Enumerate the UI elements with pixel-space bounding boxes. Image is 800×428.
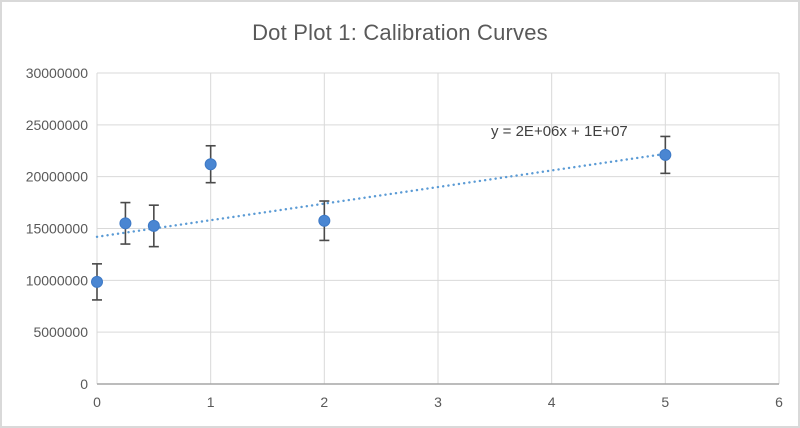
- x-axis-tick-label: 5: [661, 394, 669, 410]
- trendline: [95, 152, 667, 238]
- y-axis-tick-label: 5000000: [33, 324, 88, 340]
- data-point[interactable]: [659, 148, 672, 161]
- data-point[interactable]: [204, 158, 217, 171]
- data-point[interactable]: [119, 217, 132, 230]
- data-point[interactable]: [147, 219, 160, 232]
- y-axis-tick-label: 0: [80, 376, 88, 392]
- x-axis-tick-label: 6: [775, 394, 783, 410]
- y-axis-tick-label: 20000000: [26, 169, 89, 185]
- data-point[interactable]: [91, 275, 103, 288]
- y-axis-tick-label: 30000000: [26, 65, 89, 81]
- data-point[interactable]: [318, 214, 331, 227]
- x-axis-tick-label: 4: [548, 394, 556, 410]
- trendline-equation: y = 2E+06x + 1E+07: [491, 123, 628, 140]
- y-axis-tick-label: 25000000: [26, 117, 89, 133]
- y-axis-tick-label: 10000000: [26, 272, 89, 288]
- x-axis-tick-label: 0: [93, 394, 101, 410]
- x-axis-tick-label: 2: [320, 394, 328, 410]
- x-axis-tick-label: 3: [434, 394, 442, 410]
- y-axis-tick-label: 15000000: [26, 221, 89, 237]
- chart-title: Dot Plot 1: Calibration Curves: [252, 20, 548, 45]
- x-axis-tick-label: 1: [207, 394, 215, 410]
